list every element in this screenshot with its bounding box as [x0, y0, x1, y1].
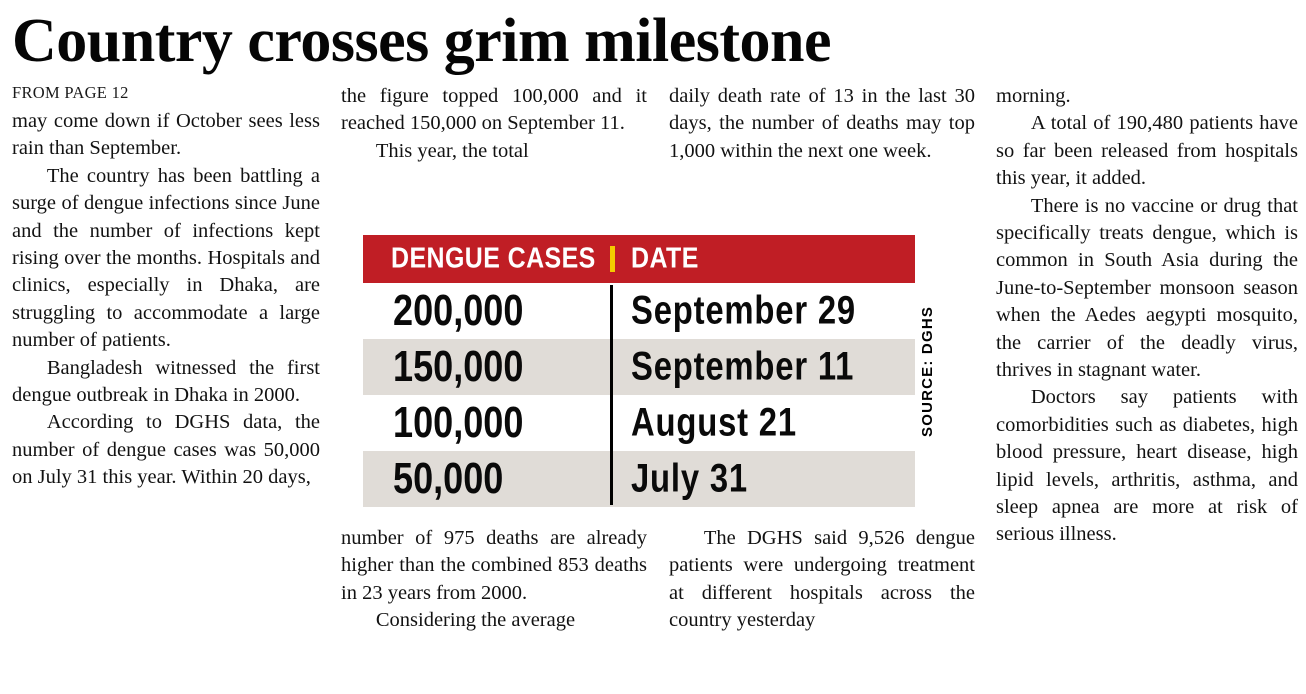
paragraph: The DGHS said 9,526 dengue patients were…	[669, 526, 975, 632]
cases-value: 100,000	[393, 397, 524, 447]
header-separator-bar	[610, 245, 615, 272]
article-body: FROM PAGE 12 may come down if October se…	[12, 83, 1298, 635]
paragraph: The country has been battling a surge of…	[12, 164, 320, 352]
cases-value: 200,000	[393, 285, 524, 335]
middle-top-text: the figure topped 100,000 and it reached…	[341, 83, 975, 215]
article-column-3-bottom: The DGHS said 9,526 dengue patients were…	[669, 525, 975, 635]
table-row: 50,000 July 31	[363, 450, 915, 507]
paragraph: daily death rate of 13 in the last 30 da…	[669, 84, 975, 162]
paragraph: the figure topped 100,000 and it reached…	[341, 84, 647, 135]
table-divider-line	[610, 284, 613, 505]
article-column-3-top: daily death rate of 13 in the last 30 da…	[669, 83, 975, 215]
paragraph: may come down if October sees less rain …	[12, 109, 320, 160]
article-column-2-bottom: number of 975 deaths are already higher …	[341, 525, 647, 635]
table-source-credit: SOURCE: DGHS	[919, 305, 936, 437]
paragraph: According to DGHS data, the number of de…	[12, 411, 320, 489]
cases-value: 50,000	[393, 453, 504, 503]
article-middle-section: the figure topped 100,000 and it reached…	[341, 83, 975, 635]
paragraph: Doctors say patients with comorbidities …	[996, 386, 1298, 546]
date-value: July 31	[631, 456, 748, 501]
date-value: September 11	[631, 344, 855, 389]
paragraph: Bangladesh witnessed the first dengue ou…	[12, 356, 320, 407]
table-row: 100,000 August 21	[363, 395, 915, 451]
table-rows: 200,000 September 29 150,000 September 1…	[363, 283, 915, 507]
middle-bottom-text: number of 975 deaths are already higher …	[341, 525, 975, 635]
paragraph: number of 975 deaths are already higher …	[341, 526, 647, 604]
table-row: 150,000 September 11	[363, 338, 915, 395]
paragraph: There is no vaccine or drug that specifi…	[996, 194, 1298, 382]
cases-value: 150,000	[393, 341, 524, 391]
table-header-cases-label: DENGUE CASES	[391, 242, 596, 275]
column-1-paragraphs: may come down if October sees less rain …	[12, 108, 320, 492]
paragraph: This year, the total	[375, 139, 529, 162]
paragraph: morning.	[996, 84, 1071, 107]
paragraph: A total of 190,480 patients have so far …	[996, 112, 1298, 190]
table-header-bar: DENGUE CASES DATE	[363, 234, 915, 283]
article-headline: Country crosses grim milestone	[12, 7, 832, 75]
article-column-1: FROM PAGE 12 may come down if October se…	[12, 83, 320, 635]
table-row: 200,000 September 29	[363, 283, 915, 339]
table-header-date-label: DATE	[631, 242, 699, 275]
dengue-cases-table: DENGUE CASES DATE 200,000 September 29 1…	[363, 234, 936, 507]
date-value: September 29	[631, 288, 856, 333]
paragraph: Considering the average	[375, 609, 576, 632]
date-value: August 21	[631, 400, 797, 445]
article-column-4: morning. A total of 190,480 patients have…	[996, 83, 1298, 635]
article-column-2-top: the figure topped 100,000 and it reached…	[341, 83, 647, 215]
continuation-kicker: FROM PAGE 12	[12, 82, 129, 102]
